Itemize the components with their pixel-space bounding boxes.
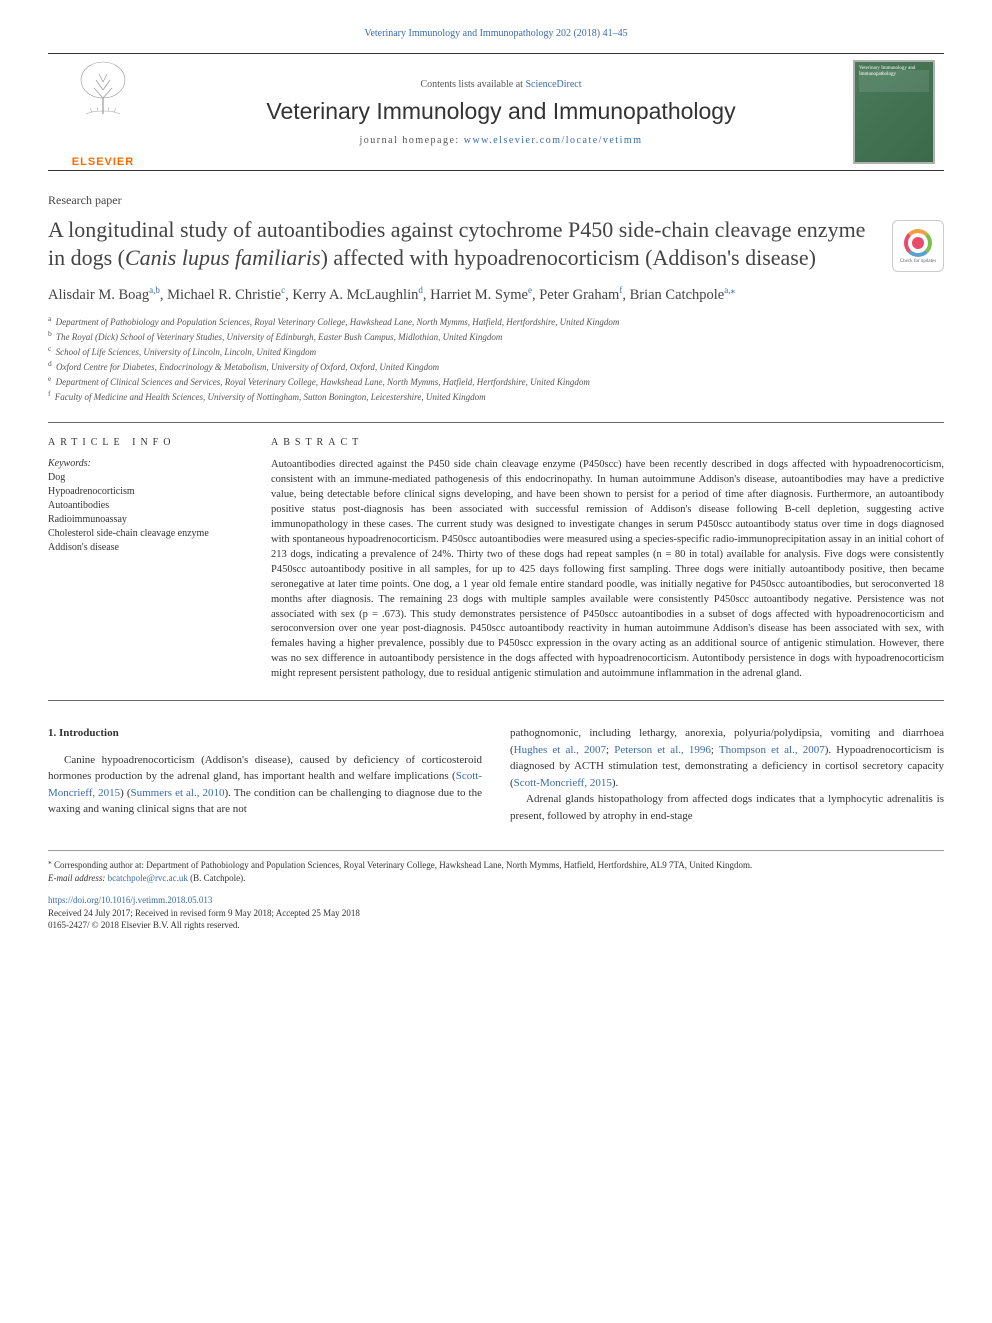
author: Peter Graham [539, 287, 619, 303]
email-link[interactable]: bcatchpole@rvc.ac.uk [108, 873, 188, 883]
intro-heading: 1. Introduction [48, 725, 482, 742]
article-type: Research paper [48, 193, 944, 208]
journal-homepage-line: journal homepage: www.elsevier.com/locat… [360, 135, 643, 146]
journal-title: Veterinary Immunology and Immunopatholog… [266, 98, 735, 125]
author-affiliation-marker: f [619, 285, 622, 295]
keywords-heading: Keywords: [48, 458, 243, 469]
citation-link[interactable]: Peterson et al., 1996 [614, 744, 711, 756]
email-suffix: (B. Catchpole). [188, 873, 246, 883]
article-history: Received 24 July 2017; Received in revis… [48, 907, 944, 920]
journal-cover-thumbnail: Veterinary Immunology and Immunopatholog… [853, 60, 935, 164]
journal-homepage-link[interactable]: www.elsevier.com/locate/vetimm [464, 135, 643, 146]
banner-publisher-block: ELSEVIER [48, 54, 158, 170]
body-text: ; [606, 744, 614, 756]
check-updates-label: Check for updates [900, 259, 936, 264]
divider-rule [48, 422, 944, 423]
affiliation: c School of Life Sciences, University of… [48, 344, 944, 359]
author-affiliation-marker: e [528, 285, 532, 295]
body-text: ). [612, 777, 618, 789]
doi-block: https://doi.org/10.1016/j.vetimm.2018.05… [48, 894, 944, 932]
authors-line: Alisdair M. Boaga,b, Michael R. Christie… [48, 284, 944, 306]
doi-link[interactable]: https://doi.org/10.1016/j.vetimm.2018.05… [48, 895, 212, 905]
body-text: Adrenal glands histopathology from affec… [510, 791, 944, 824]
affiliations-list: a Department of Pathobiology and Populat… [48, 314, 944, 404]
article-title: A longitudinal study of autoantibodies a… [48, 216, 880, 272]
author-affiliation-marker: d [418, 285, 423, 295]
affiliation: d Oxford Centre for Diabetes, Endocrinol… [48, 359, 944, 374]
corr-author-text: Corresponding author at: Department of P… [54, 860, 752, 870]
affiliation: b The Royal (Dick) School of Veterinary … [48, 329, 944, 344]
body-left-column: 1. Introduction Canine hypoadrenocortici… [48, 725, 482, 824]
journal-cover-text: Veterinary Immunology and Immunopatholog… [859, 66, 929, 77]
body-text: ) ( [120, 787, 130, 799]
article-info-label: ARTICLE INFO [48, 437, 243, 448]
affiliation: e Department of Clinical Sciences and Se… [48, 374, 944, 389]
author-affiliation-marker: a,⁎ [724, 285, 735, 295]
banner-cover-block: Veterinary Immunology and Immunopatholog… [844, 54, 944, 170]
article-title-italic: Canis lupus familiaris [125, 245, 321, 270]
running-header-link[interactable]: Veterinary Immunology and Immunopatholog… [364, 28, 627, 39]
keywords-list: DogHypoadrenocorticismAutoantibodiesRadi… [48, 471, 243, 555]
contents-prefix: Contents lists available at [420, 79, 525, 90]
email-label: E-mail address: [48, 873, 108, 883]
citation-link[interactable]: Hughes et al., 2007 [514, 744, 606, 756]
body-text: ; [711, 744, 719, 756]
abstract-label: ABSTRACT [271, 437, 944, 448]
check-for-updates-badge[interactable]: Check for updates [892, 220, 944, 272]
copyright-line: 0165-2427/ © 2018 Elsevier B.V. All righ… [48, 919, 944, 932]
abstract-text: Autoantibodies directed against the P450… [271, 458, 944, 682]
homepage-prefix: journal homepage: [360, 135, 464, 146]
keyword: Cholesterol side-chain cleavage enzyme [48, 527, 243, 541]
citation-link[interactable]: Scott-Moncrieff, 2015 [514, 777, 612, 789]
affiliation: a Department of Pathobiology and Populat… [48, 314, 944, 329]
keyword: Dog [48, 471, 243, 485]
divider-rule [48, 700, 944, 701]
banner-center: Contents lists available at ScienceDirec… [158, 54, 844, 170]
elsevier-tree-icon [68, 60, 138, 122]
contents-available-line: Contents lists available at ScienceDirec… [420, 79, 581, 90]
sciencedirect-link[interactable]: ScienceDirect [525, 79, 581, 90]
keyword: Hypoadrenocorticism [48, 485, 243, 499]
journal-banner: ELSEVIER Contents lists available at Sci… [48, 53, 944, 171]
elsevier-logo: ELSEVIER [72, 156, 134, 168]
citation-link[interactable]: Summers et al., 2010 [131, 787, 225, 799]
author: Michael R. Christie [167, 287, 281, 303]
article-title-part2: ) affected with hypoadrenocorticism (Add… [321, 245, 816, 270]
author-affiliation-marker: a,b [149, 285, 160, 295]
author: Alisdair M. Boag [48, 287, 149, 303]
keyword: Radioimmunoassay [48, 513, 243, 527]
running-header: Veterinary Immunology and Immunopatholog… [48, 28, 944, 39]
author: Kerry A. McLaughlin [292, 287, 418, 303]
citation-link[interactable]: Thompson et al., 2007 [719, 744, 825, 756]
crossmark-ring-icon [904, 229, 932, 257]
author: Brian Catchpole [630, 287, 725, 303]
keyword: Addison's disease [48, 541, 243, 555]
keyword: Autoantibodies [48, 499, 243, 513]
author: Harriet M. Syme [430, 287, 528, 303]
body-right-column: pathognomonic, including lethargy, anore… [510, 725, 944, 824]
author-affiliation-marker: c [281, 285, 285, 295]
affiliation: f Faculty of Medicine and Health Science… [48, 389, 944, 404]
corr-marker: ⁎ [48, 857, 52, 866]
body-text: Canine hypoadrenocorticism (Addison's di… [48, 754, 482, 783]
footnotes: ⁎ Corresponding author at: Department of… [48, 850, 944, 884]
